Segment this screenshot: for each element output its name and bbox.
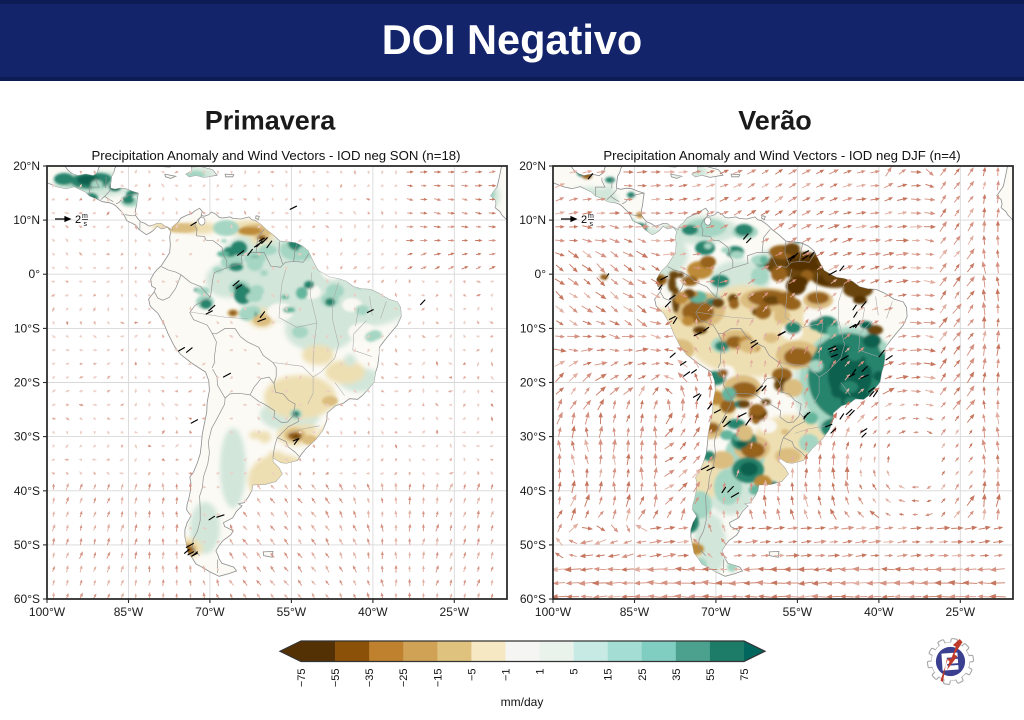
svg-text:55°W: 55°W: [783, 605, 813, 619]
svg-text:1: 1: [535, 669, 547, 675]
svg-text:−25: −25: [398, 669, 410, 688]
svg-text:70°W: 70°W: [701, 605, 731, 619]
svg-text:−55: −55: [330, 669, 342, 688]
svg-text:10°N: 10°N: [519, 213, 546, 227]
svg-text:25°W: 25°W: [440, 605, 470, 619]
svg-text:20°N: 20°N: [519, 159, 546, 173]
svg-text:20°S: 20°S: [14, 376, 40, 390]
svg-text:50°S: 50°S: [520, 538, 546, 552]
svg-text:85°W: 85°W: [114, 605, 144, 619]
svg-text:s: s: [590, 221, 594, 228]
svg-text:50°S: 50°S: [14, 538, 40, 552]
svg-text:60°S: 60°S: [14, 592, 40, 606]
svg-text:−5: −5: [466, 669, 478, 682]
svg-text:85°W: 85°W: [620, 605, 650, 619]
svg-text:DOI Negativo: DOI Negativo: [382, 16, 643, 63]
svg-text:10°S: 10°S: [520, 321, 546, 335]
svg-text:10°N: 10°N: [13, 213, 40, 227]
svg-text:−15: −15: [432, 669, 444, 688]
svg-text:55°W: 55°W: [277, 605, 307, 619]
svg-text:Primavera: Primavera: [205, 106, 337, 136]
svg-text:0°: 0°: [29, 267, 41, 281]
svg-text:5: 5: [569, 669, 581, 675]
svg-text:20°S: 20°S: [520, 376, 546, 390]
svg-text:70°W: 70°W: [195, 605, 225, 619]
svg-text:40°S: 40°S: [14, 484, 40, 498]
svg-text:100°W: 100°W: [535, 605, 572, 619]
svg-text:60°S: 60°S: [520, 592, 546, 606]
svg-text:15: 15: [603, 669, 615, 681]
svg-text:0°: 0°: [535, 267, 547, 281]
svg-text:40°W: 40°W: [358, 605, 388, 619]
svg-text:Precipitation Anomaly and Wind: Precipitation Anomaly and Wind Vectors -…: [603, 148, 960, 163]
svg-text:100°W: 100°W: [29, 605, 66, 619]
svg-text:−35: −35: [364, 669, 376, 688]
svg-text:20°N: 20°N: [13, 159, 40, 173]
svg-text:−1: −1: [501, 669, 513, 682]
svg-text:35: 35: [671, 669, 683, 681]
svg-text:Verão: Verão: [738, 106, 812, 136]
svg-text:40°S: 40°S: [520, 484, 546, 498]
svg-text:10°S: 10°S: [14, 321, 40, 335]
svg-text:40°W: 40°W: [864, 605, 894, 619]
svg-text:30°S: 30°S: [14, 430, 40, 444]
svg-text:2: 2: [581, 214, 587, 226]
svg-text:m: m: [82, 213, 88, 220]
svg-text:30°S: 30°S: [520, 430, 546, 444]
svg-text:25°W: 25°W: [946, 605, 976, 619]
svg-text:75: 75: [739, 669, 751, 681]
svg-text:m: m: [588, 213, 594, 220]
svg-text:−75: −75: [296, 669, 308, 688]
svg-text:2: 2: [75, 214, 81, 226]
svg-text:s: s: [84, 221, 88, 228]
svg-text:mm/day: mm/day: [501, 695, 544, 709]
svg-text:Precipitation Anomaly and Wind: Precipitation Anomaly and Wind Vectors -…: [91, 148, 460, 163]
svg-text:25: 25: [637, 669, 649, 681]
svg-text:55: 55: [705, 669, 717, 681]
